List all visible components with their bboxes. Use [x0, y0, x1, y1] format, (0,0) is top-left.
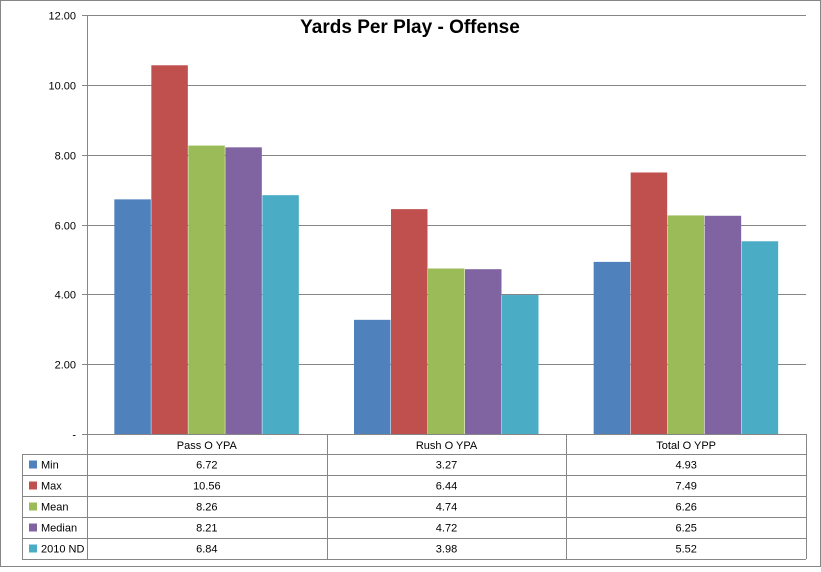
legend-key-mean — [29, 502, 37, 511]
bar-2010-nd-2 — [502, 295, 539, 434]
data-label: 6.72 — [196, 460, 217, 472]
bar-mean-2 — [428, 268, 465, 434]
data-label: 4.93 — [675, 460, 696, 472]
data-label: 6.84 — [196, 544, 217, 556]
y-tick-label: - — [72, 430, 76, 442]
bar-min-3 — [593, 261, 631, 434]
data-label: 3.98 — [436, 544, 457, 556]
y-tick-label: 2.00 — [55, 360, 76, 372]
bar-min-2 — [354, 319, 391, 434]
bar-mean-1 — [188, 145, 225, 435]
bar-median-3 — [704, 215, 742, 434]
x-category-label: Pass O YPA — [177, 440, 238, 452]
legend-label: Min — [41, 460, 59, 472]
legend-key-2010-nd — [29, 544, 37, 553]
bar-median-1 — [225, 147, 262, 434]
data-label: 8.21 — [196, 523, 217, 535]
y-tick-label: 4.00 — [55, 290, 76, 302]
legend-label: Median — [41, 523, 77, 535]
x-category-label: Total O YPP — [656, 440, 716, 452]
bars — [114, 65, 779, 435]
legend-label: 2010 ND — [41, 544, 84, 556]
legend-label: Max — [41, 481, 62, 493]
legend-key-median — [29, 523, 37, 532]
data-label: 3.27 — [436, 460, 457, 472]
y-tick-label: 8.00 — [55, 151, 76, 163]
y-tick-label: 12.00 — [48, 11, 76, 23]
data-label: 5.52 — [675, 544, 696, 556]
bar-max-3 — [630, 172, 668, 434]
data-label: 4.74 — [436, 502, 457, 514]
x-category-label: Rush O YPA — [416, 440, 478, 452]
bar-median-2 — [465, 269, 502, 434]
bar-max-1 — [151, 65, 188, 434]
bar-max-2 — [391, 209, 428, 434]
data-label: 8.26 — [196, 502, 217, 514]
y-tick-label: 10.00 — [48, 81, 76, 93]
legend-key-min — [29, 460, 37, 469]
legend-key-max — [29, 481, 37, 490]
bar-2010-nd-3 — [741, 241, 779, 434]
axes: 12.00 10.00 8.00 6.00 4.00 2.00 - — [48, 11, 88, 442]
data-label: 6.26 — [675, 502, 696, 514]
y-tick-label: 6.00 — [55, 221, 76, 233]
bar-min-1 — [114, 199, 151, 434]
data-label: 7.49 — [675, 481, 696, 493]
data-label: 4.72 — [436, 523, 457, 535]
data-label: 6.25 — [675, 523, 696, 535]
data-label: 10.56 — [193, 481, 221, 493]
chart-title: Yards Per Play - Offense — [300, 17, 520, 38]
legend-label: Mean — [41, 502, 69, 514]
bar-mean-3 — [667, 215, 705, 434]
bar-2010-nd-1 — [262, 195, 299, 434]
data-label: 6.44 — [436, 481, 457, 493]
data-table: Pass O YPA Rush O YPA Total O YPP Min 6.72 3.… — [22, 434, 807, 560]
